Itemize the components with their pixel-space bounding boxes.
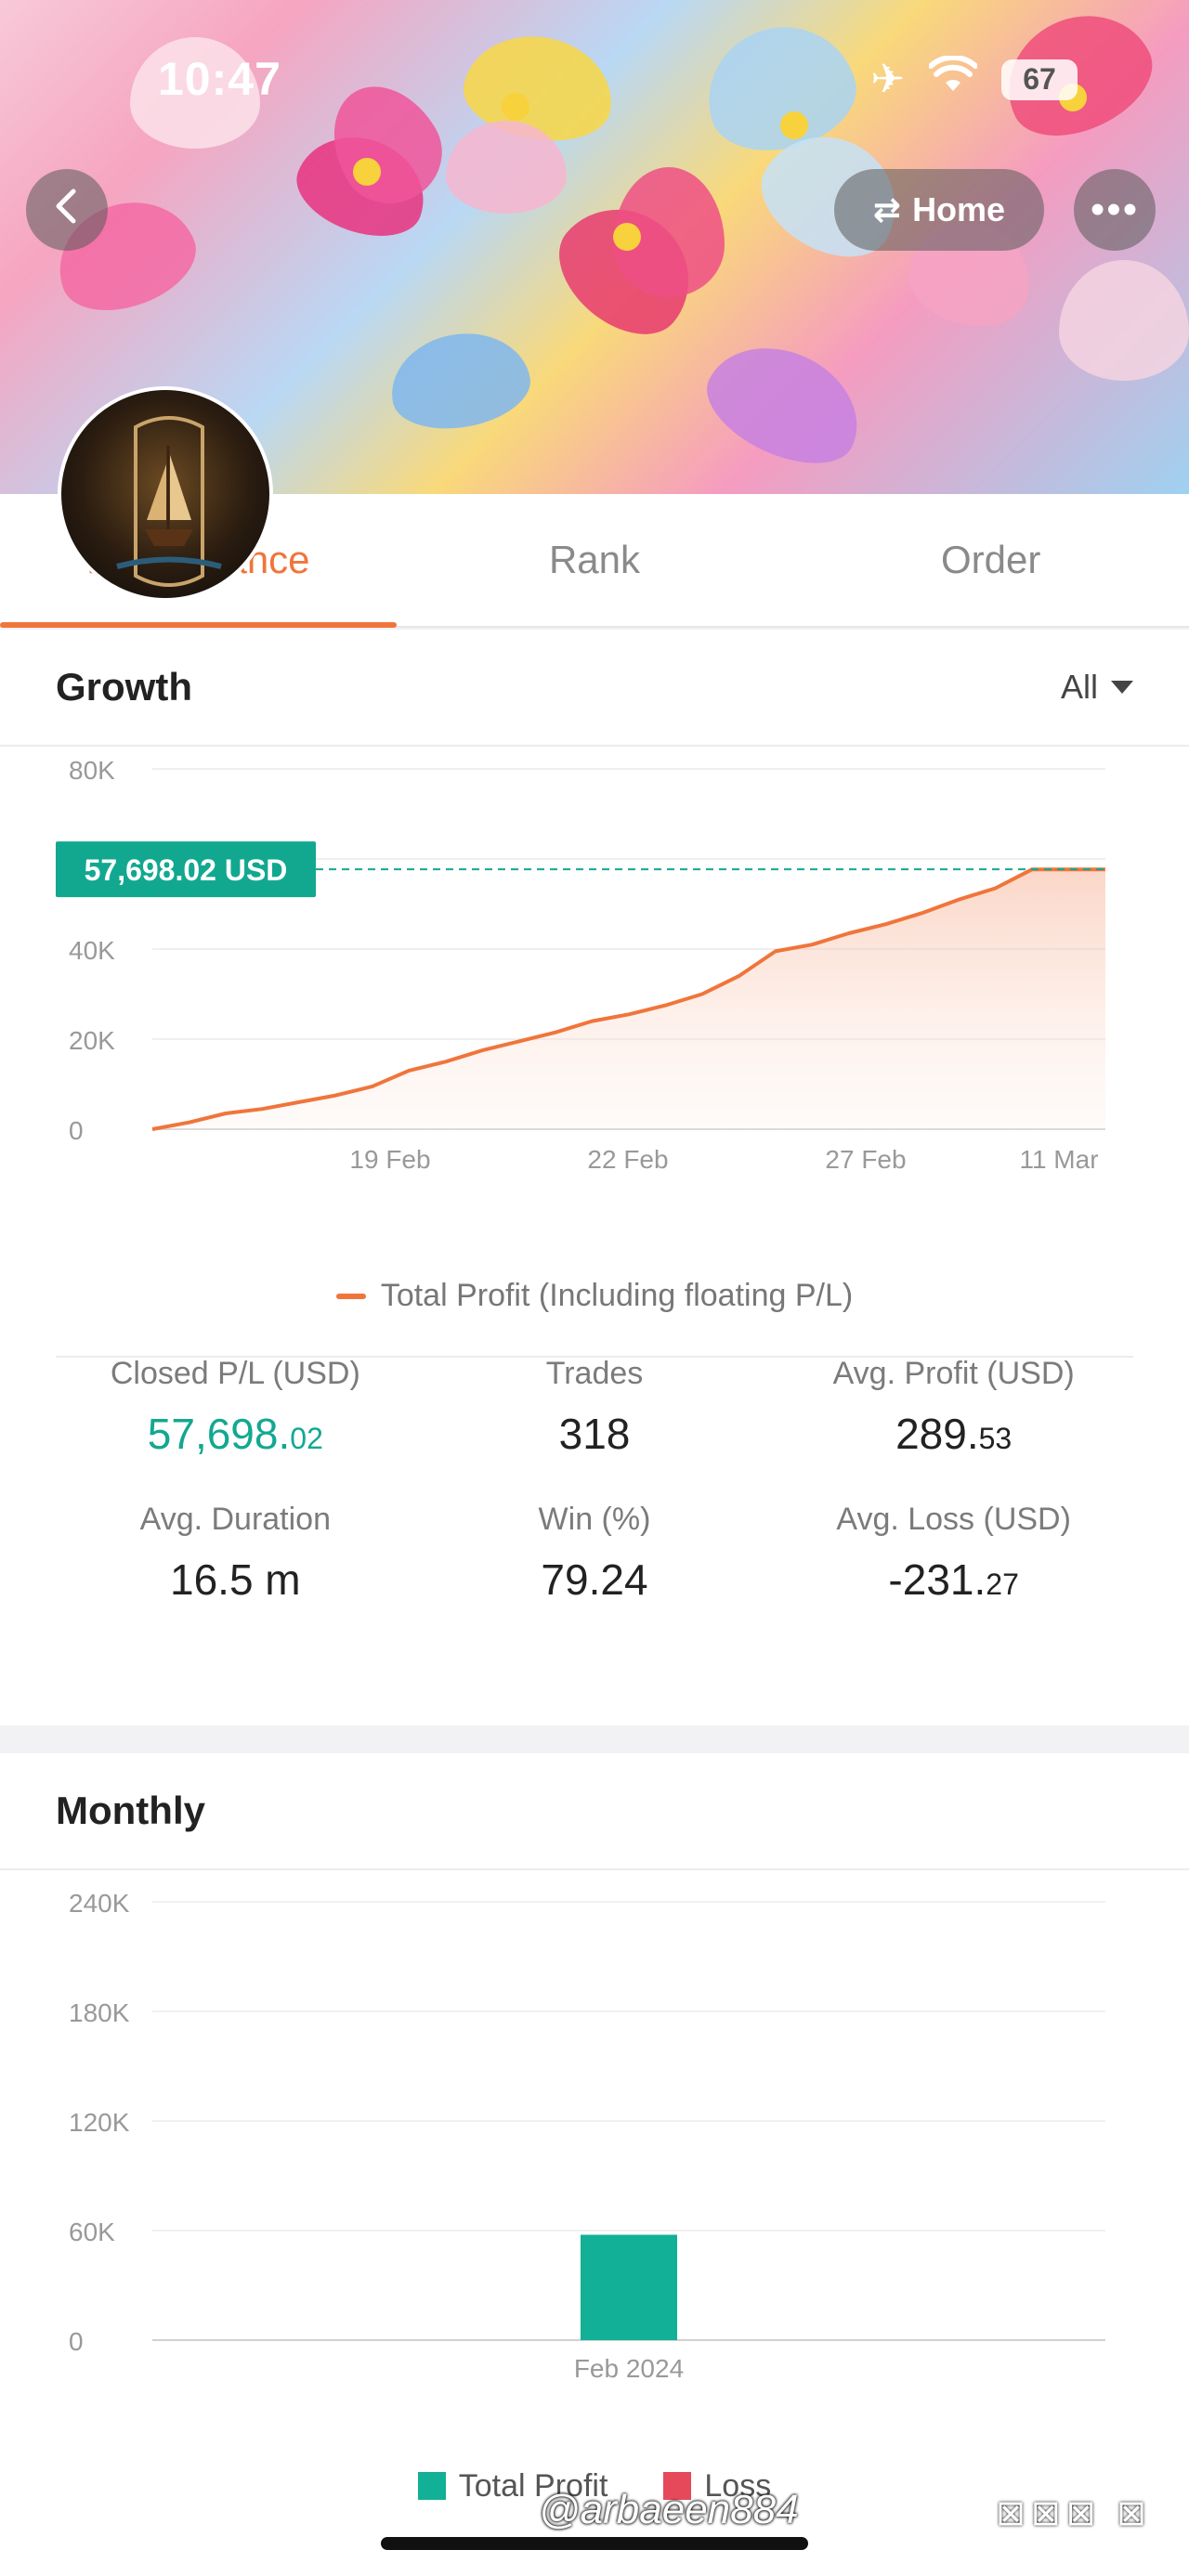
divider	[56, 1356, 1133, 1358]
status-bar: 10:47 ✈ 67	[0, 0, 1189, 158]
growth-card: Growth All 80K 40K 20K 0 19 Feb 22 Feb 27 Feb 1…	[0, 630, 1189, 1725]
stat-win-rate: Win (%) 79.24	[538, 1502, 651, 1604]
watermark-handle: @arbaeen884	[539, 2487, 799, 2532]
x-tick-label: 19 Feb	[349, 1145, 430, 1174]
stats-grid: Closed P/L (USD) 57,698.02 Trades 318 Av…	[56, 1356, 1133, 1605]
y-tick-label: 0	[69, 1116, 84, 1145]
y-tick-label: 40K	[69, 936, 115, 965]
monthly-legend: Total Profit Loss	[0, 2468, 1189, 2504]
home-indicator[interactable]	[381, 2537, 808, 2550]
avatar[interactable]	[58, 386, 273, 602]
stat-trades: Trades 318	[545, 1356, 644, 1458]
growth-legend: Total Profit (Including floating P/L)	[0, 1278, 1189, 1314]
monthly-title: Monthly	[56, 1789, 205, 1832]
current-value-badge	[56, 841, 316, 898]
wifi-icon	[928, 54, 978, 103]
y-tick-label: 240K	[69, 1889, 130, 1918]
bar-profit	[581, 2234, 677, 2340]
growth-title: Growth	[56, 665, 192, 709]
stat-closed-pl: Closed P/L (USD) 57,698.02	[110, 1356, 360, 1458]
growth-legend-label: Total Profit (Including floating P/L)	[380, 1278, 854, 1313]
loss-swatch-icon	[663, 2472, 692, 2500]
monthly-card: Monthly 240K 180K 120K 60K 0 Feb 2024	[0, 1753, 1189, 2576]
y-tick-label: 80K	[69, 756, 115, 785]
stat-avg-profit: Avg. Profit (USD) 289.53	[832, 1356, 1075, 1458]
tab-order[interactable]: Order	[941, 538, 1041, 581]
swap-arrows-icon: ⇄	[872, 190, 902, 228]
tab-rank[interactable]: Rank	[548, 538, 641, 581]
y-tick-label: 60K	[69, 2218, 115, 2246]
current-value-label: 57,698.02 USD	[85, 853, 288, 887]
airplane-icon: ✈	[870, 57, 905, 102]
growth-filter-dropdown[interactable]: All	[1061, 668, 1133, 707]
legend-profit: Total Profit	[417, 2468, 608, 2504]
monthly-chart: 240K 180K 120K 60K 0 Feb 2024	[69, 1889, 1105, 2383]
profit-swatch-icon	[417, 2472, 446, 2500]
back-button[interactable]	[26, 169, 108, 251]
home-button[interactable]: ⇄ Home	[834, 169, 1044, 251]
section-divider	[0, 1725, 1189, 1753]
caret-down-icon	[1111, 681, 1133, 694]
more-button[interactable]: •••	[1074, 169, 1156, 251]
y-tick-label: 0	[69, 2327, 84, 2356]
y-tick-label: 120K	[69, 2108, 130, 2137]
stat-avg-duration: Avg. Duration 16.5 m	[139, 1502, 332, 1604]
watermark-symbols: ⊠⊠⊠ ⊠	[996, 2494, 1152, 2533]
x-tick-label: Feb 2024	[574, 2354, 684, 2383]
battery-indicator: 67	[1001, 59, 1078, 100]
legend-loss: Loss	[663, 2468, 771, 2504]
legend-line-icon	[335, 1293, 366, 1299]
stat-avg-loss: Avg. Loss (USD) -231.27	[836, 1502, 1071, 1604]
ship-in-bottle-image	[116, 416, 222, 587]
y-tick-label: 180K	[69, 1998, 130, 2027]
growth-line	[151, 867, 1105, 1131]
x-tick-label: 27 Feb	[825, 1145, 906, 1174]
x-tick-label: 11 Mar	[1019, 1145, 1098, 1174]
status-time: 10:47	[158, 53, 281, 105]
growth-chart: 80K 40K 20K 0 19 Feb 22 Feb 27 Feb 11 Mar 57,698…	[56, 756, 1105, 1174]
growth-area	[152, 869, 1105, 1129]
home-label: Home	[912, 190, 1006, 228]
growth-filter-value: All	[1060, 668, 1098, 706]
ellipsis-icon: •••	[1090, 187, 1140, 232]
chevron-left-icon	[51, 185, 83, 236]
y-tick-label: 20K	[69, 1026, 115, 1055]
x-tick-label: 22 Feb	[587, 1145, 668, 1174]
